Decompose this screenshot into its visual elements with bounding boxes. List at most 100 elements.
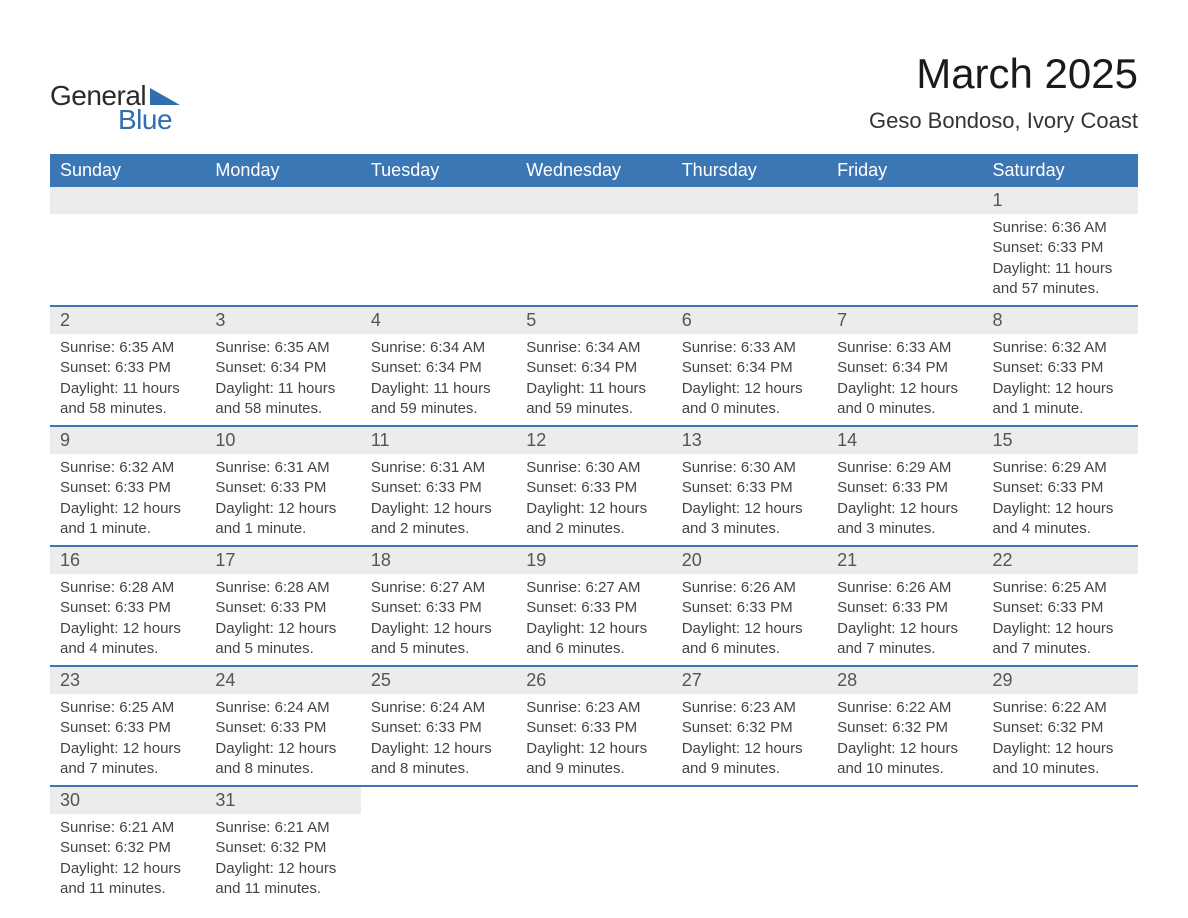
week-info-row: Sunrise: 6:25 AMSunset: 6:33 PMDaylight:… bbox=[50, 694, 1138, 786]
day-number-cell: 31 bbox=[205, 786, 360, 814]
sunset-text: Sunset: 6:32 PM bbox=[682, 718, 817, 738]
day-info-cell: Sunrise: 6:33 AMSunset: 6:34 PMDaylight:… bbox=[672, 334, 827, 426]
day-number-cell bbox=[672, 187, 827, 214]
week-daynum-row: 2345678 bbox=[50, 306, 1138, 334]
weekday-header: Sunday bbox=[50, 154, 205, 187]
daylight-text: Daylight: 12 hours and 2 minutes. bbox=[371, 499, 506, 540]
sunset-text: Sunset: 6:34 PM bbox=[526, 358, 661, 378]
sunrise-text: Sunrise: 6:29 AM bbox=[993, 458, 1128, 478]
daylight-text: Daylight: 12 hours and 4 minutes. bbox=[993, 499, 1128, 540]
day-info-cell bbox=[516, 214, 671, 306]
day-number-cell bbox=[50, 187, 205, 214]
sunset-text: Sunset: 6:32 PM bbox=[993, 718, 1128, 738]
logo: General Blue bbox=[50, 80, 180, 136]
daylight-text: Daylight: 12 hours and 9 minutes. bbox=[526, 739, 661, 780]
day-info-cell bbox=[672, 214, 827, 306]
daylight-text: Daylight: 12 hours and 10 minutes. bbox=[837, 739, 972, 780]
day-info-cell: Sunrise: 6:36 AMSunset: 6:33 PMDaylight:… bbox=[983, 214, 1138, 306]
sunrise-text: Sunrise: 6:22 AM bbox=[837, 698, 972, 718]
daylight-text: Daylight: 12 hours and 3 minutes. bbox=[837, 499, 972, 540]
sunrise-text: Sunrise: 6:21 AM bbox=[60, 818, 195, 838]
day-number-cell: 27 bbox=[672, 666, 827, 694]
day-number-cell: 21 bbox=[827, 546, 982, 574]
sunset-text: Sunset: 6:33 PM bbox=[993, 358, 1128, 378]
day-number-cell: 7 bbox=[827, 306, 982, 334]
day-number: 29 bbox=[993, 670, 1013, 690]
day-number: 2 bbox=[60, 310, 70, 330]
week-daynum-row: 16171819202122 bbox=[50, 546, 1138, 574]
day-number: 6 bbox=[682, 310, 692, 330]
daylight-text: Daylight: 11 hours and 58 minutes. bbox=[60, 379, 195, 420]
weekday-header: Monday bbox=[205, 154, 360, 187]
sunset-text: Sunset: 6:32 PM bbox=[837, 718, 972, 738]
day-number: 22 bbox=[993, 550, 1013, 570]
day-number: 7 bbox=[837, 310, 847, 330]
day-number-cell: 28 bbox=[827, 666, 982, 694]
location-subtitle: Geso Bondoso, Ivory Coast bbox=[869, 108, 1138, 134]
day-info-cell: Sunrise: 6:34 AMSunset: 6:34 PMDaylight:… bbox=[361, 334, 516, 426]
sunrise-text: Sunrise: 6:36 AM bbox=[993, 218, 1128, 238]
sunrise-text: Sunrise: 6:23 AM bbox=[526, 698, 661, 718]
week-info-row: Sunrise: 6:36 AMSunset: 6:33 PMDaylight:… bbox=[50, 214, 1138, 306]
daylight-text: Daylight: 11 hours and 59 minutes. bbox=[526, 379, 661, 420]
daylight-text: Daylight: 12 hours and 6 minutes. bbox=[682, 619, 817, 660]
day-number: 10 bbox=[215, 430, 235, 450]
day-number-cell: 2 bbox=[50, 306, 205, 334]
day-number: 28 bbox=[837, 670, 857, 690]
day-number: 27 bbox=[682, 670, 702, 690]
day-info-cell bbox=[827, 214, 982, 306]
day-number-cell: 4 bbox=[361, 306, 516, 334]
daylight-text: Daylight: 11 hours and 57 minutes. bbox=[993, 259, 1128, 300]
day-info-cell: Sunrise: 6:23 AMSunset: 6:33 PMDaylight:… bbox=[516, 694, 671, 786]
day-number-cell: 29 bbox=[983, 666, 1138, 694]
sunrise-text: Sunrise: 6:25 AM bbox=[993, 578, 1128, 598]
daylight-text: Daylight: 12 hours and 5 minutes. bbox=[371, 619, 506, 660]
sunrise-text: Sunrise: 6:30 AM bbox=[526, 458, 661, 478]
weekday-header: Thursday bbox=[672, 154, 827, 187]
sunset-text: Sunset: 6:33 PM bbox=[993, 598, 1128, 618]
day-info-cell: Sunrise: 6:28 AMSunset: 6:33 PMDaylight:… bbox=[205, 574, 360, 666]
daylight-text: Daylight: 12 hours and 11 minutes. bbox=[215, 859, 350, 900]
day-number-cell: 12 bbox=[516, 426, 671, 454]
daylight-text: Daylight: 12 hours and 5 minutes. bbox=[215, 619, 350, 660]
day-number-cell: 24 bbox=[205, 666, 360, 694]
day-info-cell: Sunrise: 6:31 AMSunset: 6:33 PMDaylight:… bbox=[205, 454, 360, 546]
sunset-text: Sunset: 6:33 PM bbox=[837, 478, 972, 498]
day-info-cell: Sunrise: 6:22 AMSunset: 6:32 PMDaylight:… bbox=[827, 694, 982, 786]
day-number: 4 bbox=[371, 310, 381, 330]
day-number-cell: 18 bbox=[361, 546, 516, 574]
day-number-cell bbox=[672, 786, 827, 814]
day-info-cell bbox=[205, 214, 360, 306]
day-number: 25 bbox=[371, 670, 391, 690]
day-number-cell: 14 bbox=[827, 426, 982, 454]
day-info-cell: Sunrise: 6:26 AMSunset: 6:33 PMDaylight:… bbox=[672, 574, 827, 666]
sunset-text: Sunset: 6:33 PM bbox=[60, 598, 195, 618]
sunrise-text: Sunrise: 6:34 AM bbox=[526, 338, 661, 358]
day-number-cell: 17 bbox=[205, 546, 360, 574]
day-info-cell: Sunrise: 6:31 AMSunset: 6:33 PMDaylight:… bbox=[361, 454, 516, 546]
day-info-cell: Sunrise: 6:24 AMSunset: 6:33 PMDaylight:… bbox=[205, 694, 360, 786]
day-number: 21 bbox=[837, 550, 857, 570]
sunrise-text: Sunrise: 6:30 AM bbox=[682, 458, 817, 478]
sunset-text: Sunset: 6:34 PM bbox=[215, 358, 350, 378]
day-number-cell: 19 bbox=[516, 546, 671, 574]
header: General Blue March 2025 Geso Bondoso, Iv… bbox=[50, 50, 1138, 136]
sunset-text: Sunset: 6:33 PM bbox=[526, 718, 661, 738]
sunrise-text: Sunrise: 6:31 AM bbox=[371, 458, 506, 478]
day-number-cell: 15 bbox=[983, 426, 1138, 454]
day-info-cell: Sunrise: 6:25 AMSunset: 6:33 PMDaylight:… bbox=[983, 574, 1138, 666]
sunrise-text: Sunrise: 6:27 AM bbox=[371, 578, 506, 598]
day-info-cell bbox=[672, 814, 827, 905]
day-info-cell: Sunrise: 6:24 AMSunset: 6:33 PMDaylight:… bbox=[361, 694, 516, 786]
page-title: March 2025 bbox=[869, 50, 1138, 98]
day-number: 9 bbox=[60, 430, 70, 450]
sunset-text: Sunset: 6:33 PM bbox=[682, 478, 817, 498]
day-number: 15 bbox=[993, 430, 1013, 450]
daylight-text: Daylight: 12 hours and 3 minutes. bbox=[682, 499, 817, 540]
daylight-text: Daylight: 12 hours and 10 minutes. bbox=[993, 739, 1128, 780]
day-info-cell: Sunrise: 6:21 AMSunset: 6:32 PMDaylight:… bbox=[205, 814, 360, 905]
sunset-text: Sunset: 6:33 PM bbox=[682, 598, 817, 618]
day-number: 16 bbox=[60, 550, 80, 570]
sunrise-text: Sunrise: 6:35 AM bbox=[215, 338, 350, 358]
weekday-header-row: Sunday Monday Tuesday Wednesday Thursday… bbox=[50, 154, 1138, 187]
